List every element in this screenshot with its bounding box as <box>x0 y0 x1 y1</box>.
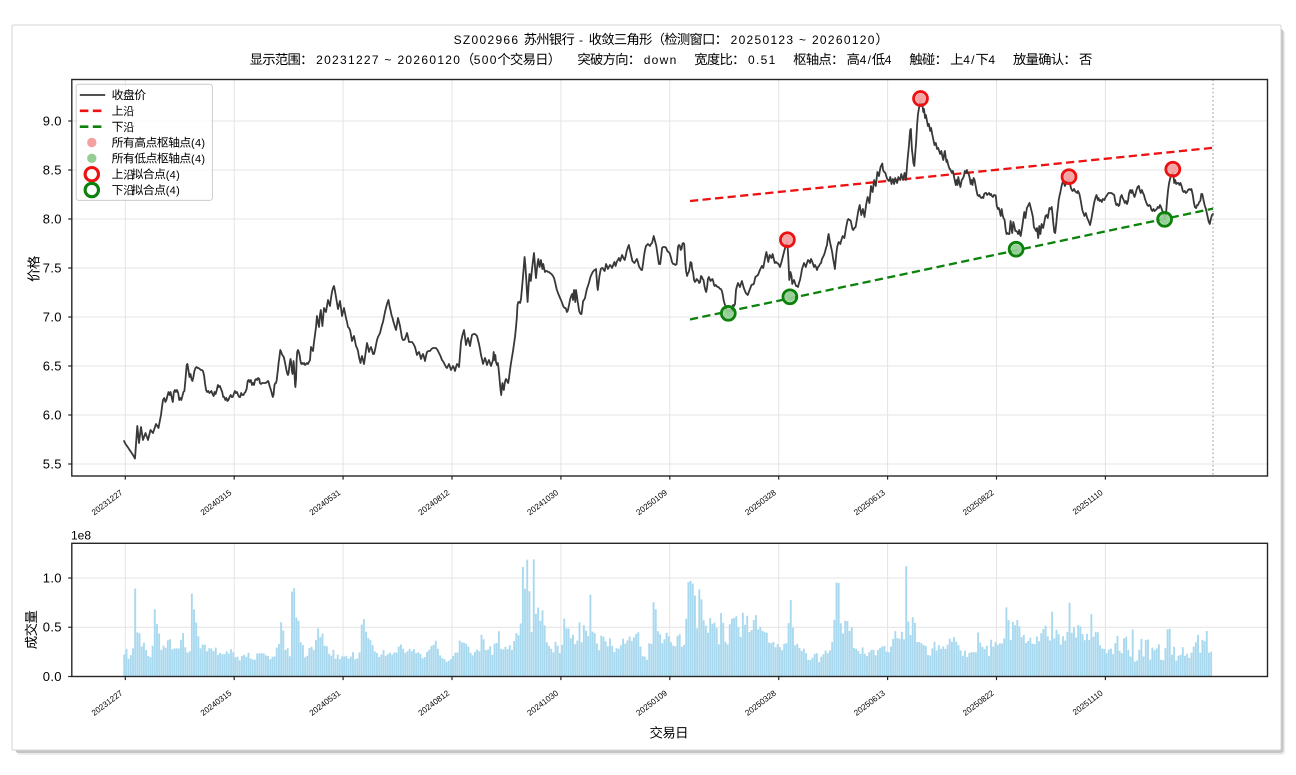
svg-text:沿: 沿 <box>123 121 134 134</box>
svg-text:4/: 4/ <box>860 53 873 67</box>
svg-text:-: - <box>574 33 589 47</box>
svg-text:4: 4 <box>988 53 996 67</box>
svg-text:5.5: 5.5 <box>43 456 62 471</box>
svg-text:6.0: 6.0 <box>43 407 62 422</box>
svg-text:1.0: 1.0 <box>43 570 62 585</box>
svg-text:7.5: 7.5 <box>43 260 62 275</box>
svg-text:0.0: 0.0 <box>43 669 62 684</box>
svg-text:(4): (4) <box>166 185 180 197</box>
svg-text:(4): (4) <box>191 154 205 166</box>
svg-text:0.51: 0.51 <box>748 53 777 67</box>
svg-text:SZ002966: SZ002966 <box>454 33 524 47</box>
svg-text:4/: 4/ <box>963 53 976 67</box>
svg-text:1e8: 1e8 <box>71 529 91 543</box>
svg-text:7.0: 7.0 <box>43 309 62 324</box>
svg-text:20250123 ~ 20260120: 20250123 ~ 20260120 <box>731 33 876 47</box>
svg-text:8.5: 8.5 <box>43 162 62 177</box>
svg-text:8.0: 8.0 <box>43 211 62 226</box>
svg-text:20231227 ~ 20260120: 20231227 ~ 20260120 <box>316 53 461 67</box>
svg-text:down: down <box>644 53 678 67</box>
svg-text:4: 4 <box>885 53 893 67</box>
svg-text:9.0: 9.0 <box>43 113 62 128</box>
svg-text:沿: 沿 <box>123 184 134 197</box>
svg-text:沿: 沿 <box>123 105 134 118</box>
svg-text:500: 500 <box>474 53 498 67</box>
svg-text:6.5: 6.5 <box>43 358 62 373</box>
svg-text:(4): (4) <box>166 169 180 181</box>
svg-text:(4): (4) <box>191 138 205 150</box>
svg-text:0.5: 0.5 <box>43 620 62 635</box>
svg-text:沿: 沿 <box>123 168 134 181</box>
